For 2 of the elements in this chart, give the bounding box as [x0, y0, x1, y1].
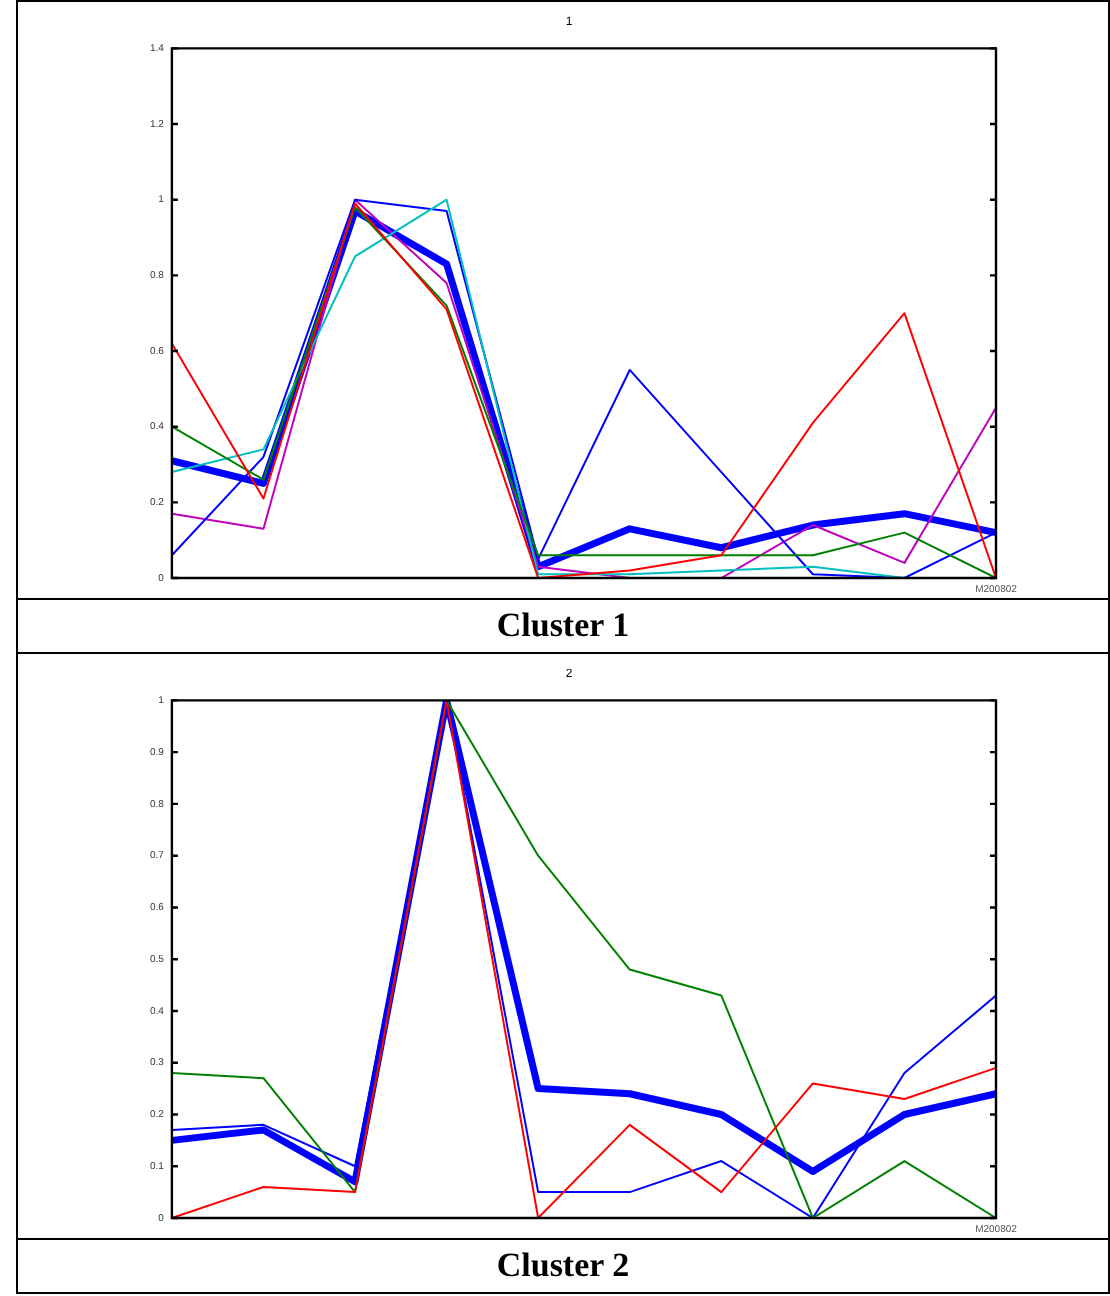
- text: Cluster 1: [17, 599, 1109, 653]
- text: Cluster 2: [17, 1239, 1109, 1293]
